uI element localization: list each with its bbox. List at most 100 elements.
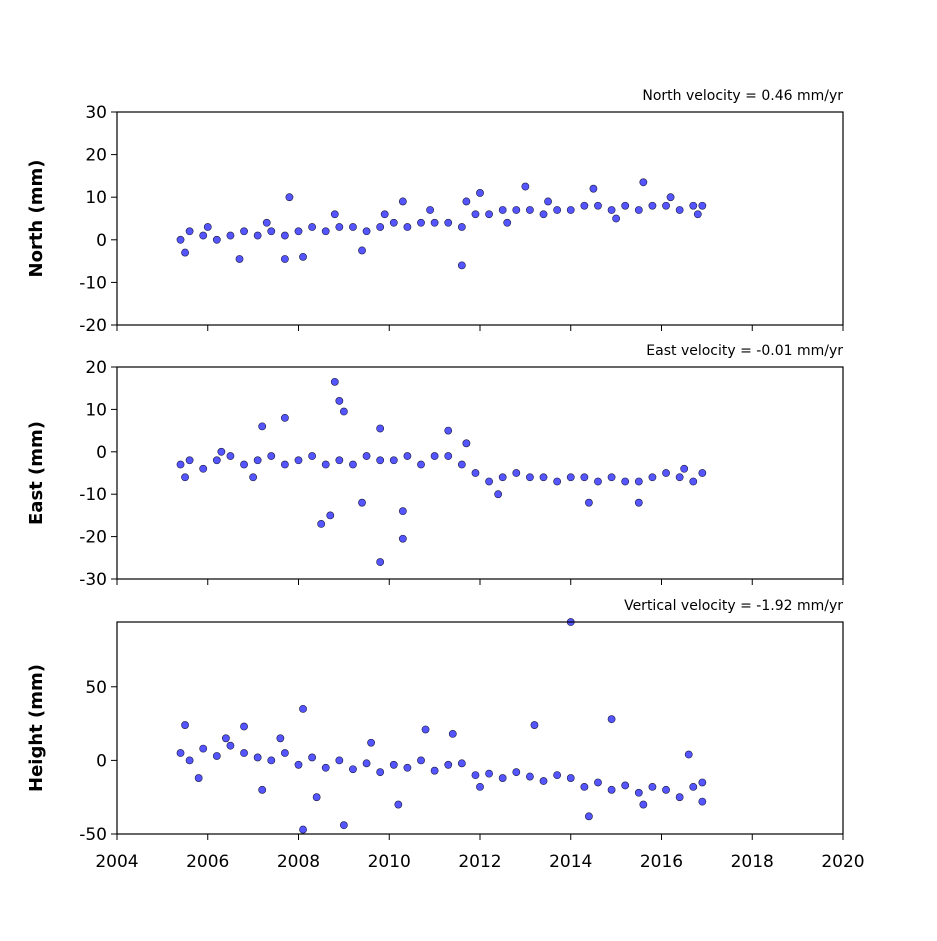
point (430, 452, 439, 460)
x-tick-label: 2012 (458, 852, 501, 872)
point (689, 201, 698, 210)
point (485, 477, 493, 486)
point (280, 231, 289, 240)
point (267, 452, 276, 460)
point (417, 460, 425, 469)
y-tick-label: 0 (96, 443, 107, 463)
point (389, 218, 398, 227)
points (176, 178, 707, 270)
point (512, 768, 521, 777)
axes-frame (116, 366, 844, 580)
point (339, 821, 348, 830)
point (494, 490, 503, 499)
y-tick-label: 10 (85, 188, 107, 208)
point (258, 785, 267, 794)
point (675, 206, 684, 214)
point (317, 519, 326, 528)
point (457, 223, 466, 231)
y-tick-label: -10 (79, 273, 107, 293)
point (634, 206, 643, 214)
point (394, 800, 403, 809)
point (689, 782, 698, 791)
point (185, 227, 194, 236)
point (589, 184, 598, 193)
x-tick-label: 2016 (640, 852, 683, 872)
point (607, 206, 616, 214)
point (675, 473, 684, 482)
point (308, 223, 317, 231)
point (203, 223, 212, 231)
point (662, 201, 670, 210)
point (280, 749, 289, 757)
axes-frame (116, 621, 844, 835)
point (181, 721, 189, 729)
x-tick-label: 2018 (731, 852, 774, 872)
point (544, 197, 552, 206)
point (430, 218, 439, 227)
point (471, 771, 480, 780)
point (607, 473, 616, 482)
point (176, 460, 185, 469)
point (240, 749, 248, 757)
point (326, 511, 335, 520)
point (376, 768, 385, 777)
point (294, 760, 303, 769)
point (448, 729, 457, 738)
point (666, 193, 675, 202)
point (585, 812, 593, 821)
point (294, 227, 303, 236)
point (349, 460, 357, 469)
point (662, 469, 670, 477)
point (330, 210, 339, 219)
point (321, 763, 330, 772)
point (194, 774, 203, 782)
point (684, 750, 693, 759)
point (594, 201, 602, 210)
point (417, 218, 425, 227)
x-tick-label: 2008 (277, 852, 320, 872)
point (376, 424, 385, 433)
point (526, 206, 534, 214)
point (362, 452, 371, 460)
point (621, 781, 630, 790)
point (221, 734, 230, 743)
point (276, 734, 285, 743)
point (321, 227, 330, 236)
point (698, 778, 707, 787)
panel-title: North velocity = 0.46 mm/yr (642, 88, 843, 104)
point (199, 744, 208, 753)
point (503, 218, 512, 227)
point (403, 452, 412, 460)
point (185, 456, 194, 465)
point (335, 397, 344, 405)
point (485, 210, 493, 219)
point (566, 774, 575, 782)
point (457, 460, 466, 469)
point (485, 769, 493, 778)
point (639, 178, 648, 187)
point (621, 477, 630, 486)
point (698, 469, 707, 477)
point (262, 218, 271, 227)
point (612, 214, 621, 223)
point (512, 206, 521, 214)
panel-title: Vertical velocity = -1.92 mm/yr (624, 598, 843, 614)
point (376, 558, 385, 566)
point (444, 426, 453, 435)
point (580, 473, 589, 482)
point (349, 765, 357, 774)
point (634, 788, 643, 797)
point (498, 206, 507, 214)
point (226, 231, 235, 240)
point (566, 473, 575, 482)
point (662, 785, 670, 794)
point (176, 235, 185, 244)
axes-frame (116, 111, 844, 326)
point (321, 460, 330, 469)
point (430, 766, 439, 775)
y-tick-label: 0 (96, 231, 107, 251)
point (526, 473, 534, 482)
point (335, 756, 344, 765)
point (417, 756, 425, 765)
